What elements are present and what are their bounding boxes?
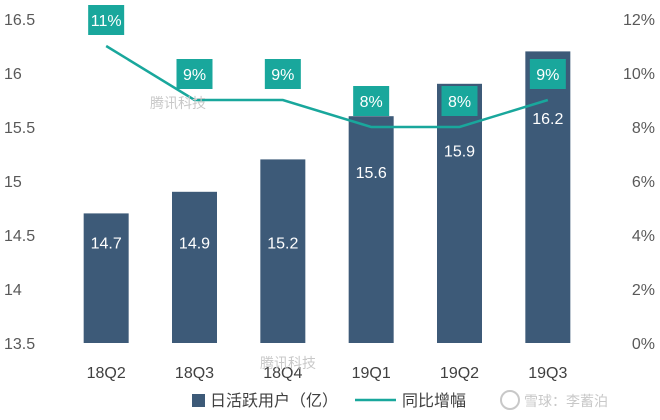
legend: 日活跃用户（亿） 同比增幅 bbox=[192, 392, 466, 410]
bar-data-label: 15.9 bbox=[444, 144, 475, 161]
line-data-label: 9% bbox=[536, 67, 559, 84]
bar-data-label: 16.2 bbox=[532, 111, 563, 128]
left-axis-tick: 13.5 bbox=[4, 336, 35, 353]
bar-data-label: 15.2 bbox=[267, 236, 298, 253]
line-label-box bbox=[264, 59, 301, 89]
legend-label-bar: 日活跃用户（亿） bbox=[210, 392, 338, 410]
bar bbox=[260, 159, 306, 343]
category-label: 19Q1 bbox=[352, 365, 391, 382]
line-data-label: 11% bbox=[91, 13, 122, 30]
right-axis-tick: 2% bbox=[632, 282, 655, 299]
line-label-box bbox=[529, 59, 566, 89]
line-data-label: 8% bbox=[448, 94, 471, 111]
right-axis-tick: 8% bbox=[632, 120, 655, 137]
growth-line bbox=[105, 44, 549, 129]
watermark-logo: 雪球：李蓄泊 bbox=[500, 390, 608, 410]
right-axis-tick: 0% bbox=[632, 336, 655, 353]
right-axis-tick: 4% bbox=[632, 228, 655, 245]
right-axis-tick: 6% bbox=[632, 174, 655, 191]
bar bbox=[348, 116, 394, 343]
category-label: 18Q2 bbox=[87, 365, 126, 382]
left-axis-tick: 14.5 bbox=[4, 228, 35, 245]
left-axis-ticks: 13.5 14 14.5 15 15.5 16 16.5 bbox=[4, 12, 35, 353]
left-axis-tick: 14 bbox=[4, 282, 22, 299]
line-data-label: 8% bbox=[360, 94, 383, 111]
bar-data-labels: 14.7 14.9 15.2 15.6 15.9 16.2 bbox=[91, 111, 564, 252]
bar-data-label: 14.7 bbox=[91, 236, 122, 253]
bar bbox=[83, 213, 129, 343]
left-axis-tick: 15.5 bbox=[4, 120, 35, 137]
category-label: 18Q3 bbox=[175, 365, 214, 382]
line-label-box bbox=[176, 59, 213, 89]
left-axis-tick: 16 bbox=[4, 66, 22, 83]
snowball-logo-icon bbox=[500, 390, 520, 410]
line-label-box bbox=[441, 86, 478, 116]
bar bbox=[172, 191, 217, 343]
category-label: 19Q3 bbox=[528, 365, 567, 382]
watermark-text: 雪球：李蓄泊 bbox=[524, 393, 608, 409]
line-data-labels: 11% 9% 9% 8% 8% 9% bbox=[88, 5, 566, 116]
bar-data-label: 14.9 bbox=[179, 236, 210, 253]
legend-swatch-bar bbox=[192, 394, 205, 407]
category-axis-labels: 18Q2 18Q3 18Q4 19Q1 19Q2 19Q3 bbox=[87, 365, 568, 382]
right-axis-tick: 10% bbox=[623, 66, 655, 83]
right-axis-tick: 12% bbox=[623, 12, 655, 29]
line-series bbox=[105, 44, 549, 129]
line-label-box bbox=[88, 5, 125, 35]
line-data-label: 9% bbox=[271, 67, 294, 84]
left-axis-tick: 16.5 bbox=[4, 12, 35, 29]
bar-series bbox=[83, 51, 571, 344]
bar bbox=[525, 51, 571, 344]
legend-label-line: 同比增幅 bbox=[402, 392, 466, 410]
line-label-box bbox=[353, 86, 390, 116]
category-label: 18Q4 bbox=[263, 365, 302, 382]
right-axis-ticks: 0% 2% 4% 6% 8% 10% 12% bbox=[623, 12, 655, 353]
line-data-label: 9% bbox=[183, 67, 206, 84]
watermark-text: 腾讯科技 bbox=[260, 355, 316, 371]
bar-data-label: 15.6 bbox=[356, 165, 387, 182]
category-label: 19Q2 bbox=[440, 365, 479, 382]
watermark-text: 腾讯科技 bbox=[150, 95, 206, 111]
left-axis-tick: 15 bbox=[4, 174, 22, 191]
